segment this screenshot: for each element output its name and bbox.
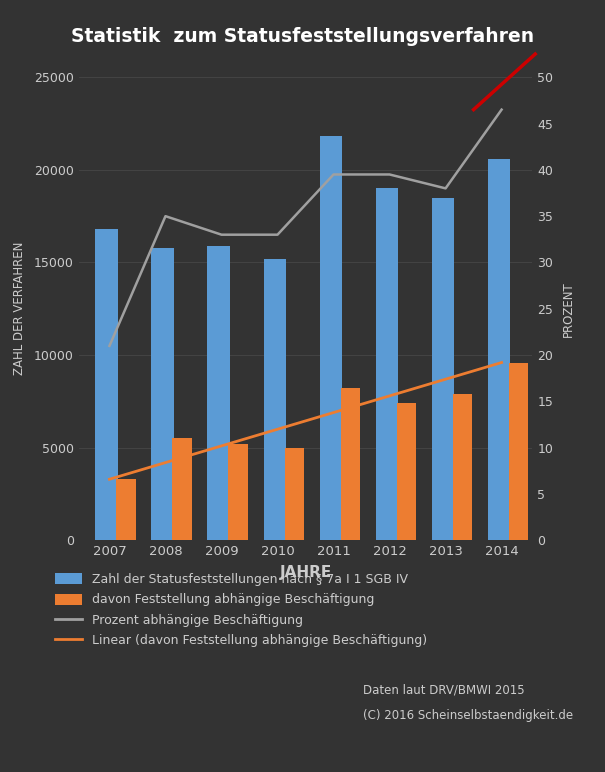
Y-axis label: ZAHL DER VERFAHREN: ZAHL DER VERFAHREN [13,242,25,375]
Bar [488,159,510,540]
Bar [509,363,528,540]
Bar [151,248,174,540]
Legend: Zahl der Statusfeststellungen nach § 7a I 1 SGB IV, davon Feststellung abhängige: Zahl der Statusfeststellungen nach § 7a … [54,573,427,648]
Bar [319,137,342,540]
Y-axis label: PROZENT: PROZENT [561,281,575,337]
Bar [376,188,398,540]
Bar [341,388,360,540]
Bar [396,403,416,540]
Bar [208,245,230,540]
Bar [431,198,454,540]
Bar [453,394,472,540]
Bar [172,438,192,540]
Bar [116,479,136,540]
Text: Daten laut DRV/BMWI 2015: Daten laut DRV/BMWI 2015 [363,683,525,696]
Bar [229,444,248,540]
Bar [264,259,286,540]
Text: Statistik  zum Statusfeststellungsverfahren: Statistik zum Statusfeststellungsverfahr… [71,27,534,46]
Text: (C) 2016 Scheinselbstaendigkeit.de: (C) 2016 Scheinselbstaendigkeit.de [363,709,573,722]
X-axis label: JAHRE: JAHRE [280,565,332,581]
Bar [96,229,118,540]
Bar [284,448,304,540]
